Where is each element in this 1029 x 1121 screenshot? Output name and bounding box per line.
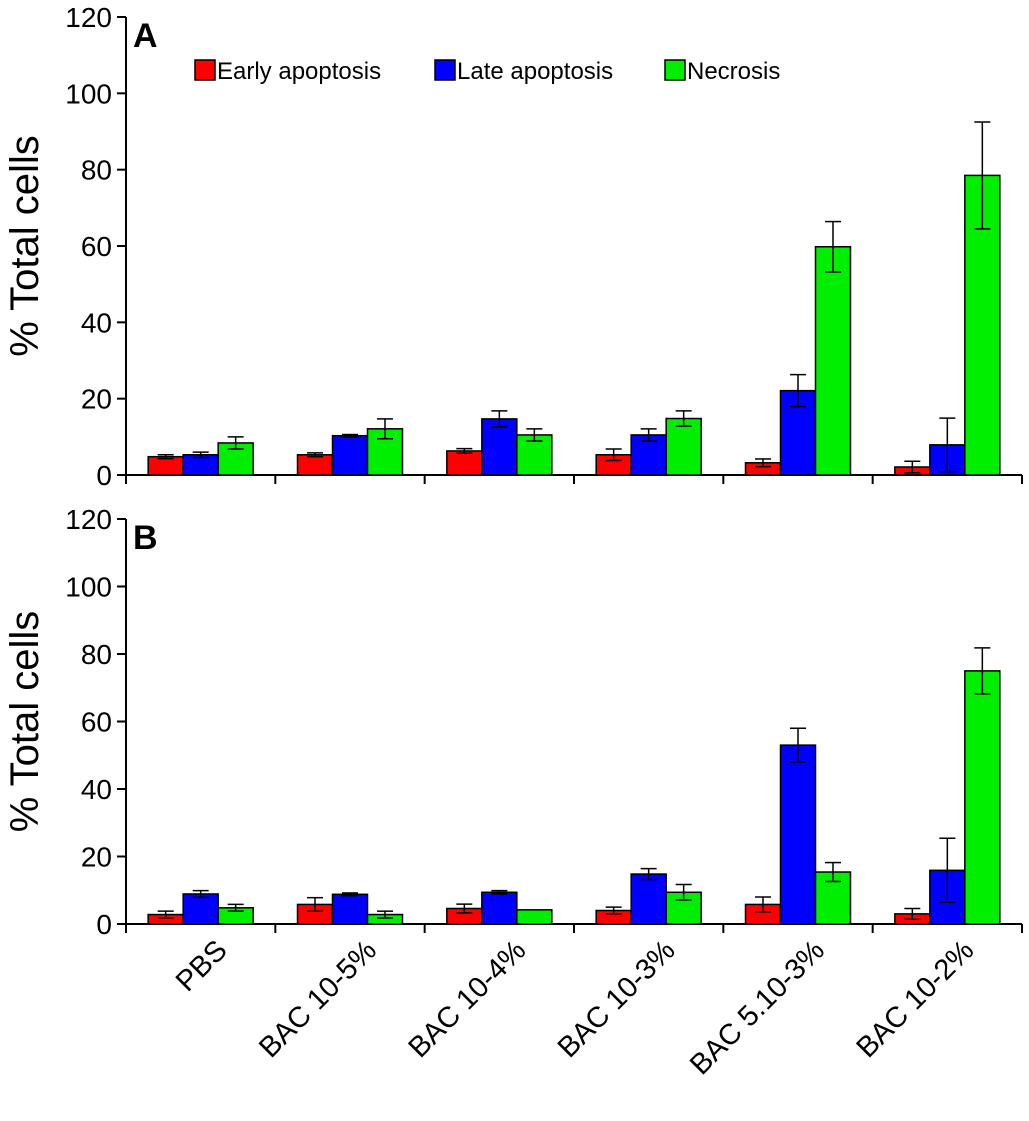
x-category-label: BAC 5.10-3% (684, 934, 831, 1081)
panel-a-y-tick-label: 100 (65, 78, 112, 109)
panel-b-y-tick-label: 120 (65, 504, 112, 535)
x-category-label: PBS (170, 934, 234, 998)
panel-a-label: A (133, 17, 158, 55)
panel-a-bar (296, 454, 334, 476)
panel-b-bar (964, 670, 1001, 925)
panel-b-y-tick-label: 20 (81, 842, 112, 873)
panel-a-y-tick-label: 40 (81, 307, 112, 338)
x-category-label: BAC 10-4% (403, 934, 533, 1064)
legend-swatch (194, 59, 216, 81)
legend-label: Early apoptosis (217, 58, 381, 85)
x-category-label: BAC 10-5% (253, 934, 383, 1064)
legend-swatch (664, 59, 686, 81)
panel-a-y-tick-label: 20 (81, 384, 112, 415)
panel-a-bar (665, 417, 702, 476)
panel-b-bar (331, 893, 369, 925)
legend-label: Necrosis (687, 58, 780, 85)
panel-b-bar (630, 873, 667, 925)
panel-b-label: B (133, 519, 158, 557)
panel-b-y-tick-label: 100 (65, 572, 112, 603)
panel-b-bar (779, 744, 817, 925)
panel-b-bar (182, 893, 219, 925)
panel-a-y-tick-label: 60 (81, 231, 112, 262)
panel-b-y-tick-label: 0 (96, 909, 112, 940)
legend-label: Late apoptosis (457, 58, 613, 85)
panel-a-bar (814, 246, 852, 476)
legend-swatch (434, 59, 456, 81)
panel-b-bar (516, 909, 553, 925)
panel-a-y-tick-label: 0 (96, 460, 112, 491)
x-category-label: BAC 10-2% (851, 934, 981, 1064)
x-category-label: BAC 10-3% (552, 934, 682, 1064)
panel-a-bar (630, 434, 667, 476)
panel-b-y-tick-label: 60 (81, 707, 112, 738)
panel-a-y-tick-label: 80 (81, 155, 112, 186)
panel-b-bar (481, 891, 518, 925)
panel-a-y-axis-title: % Total cells (3, 135, 47, 357)
panel-a-bar (147, 455, 184, 476)
panel-a-y-tick-label: 120 (65, 2, 112, 33)
panel-a-bar (446, 450, 483, 476)
panel-b-y-axis-title: % Total cells (3, 611, 47, 833)
panel-b-y-tick-label: 80 (81, 639, 112, 670)
panel-a-bar (331, 434, 369, 476)
panel-b-y-tick-label: 40 (81, 774, 112, 805)
